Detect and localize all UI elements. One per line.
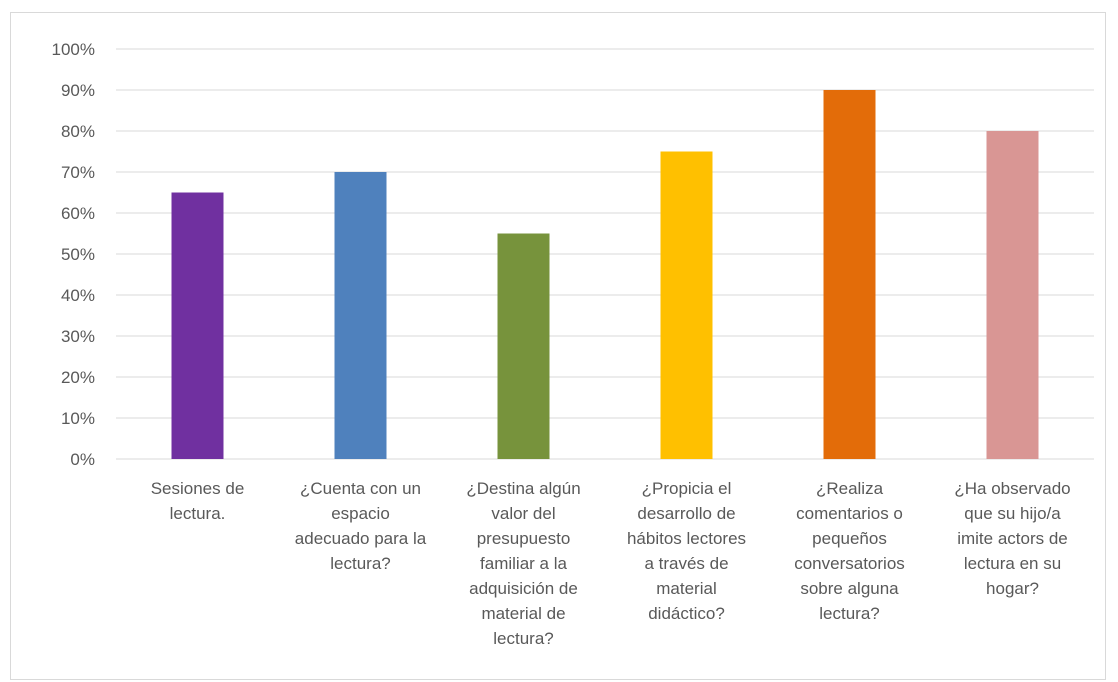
y-tick-label: 30%: [61, 327, 95, 346]
bar: [335, 172, 387, 459]
y-tick-label: 50%: [61, 245, 95, 264]
x-category-label: ¿Propicia el desarrollo de hábitos lectore…: [627, 479, 746, 623]
y-tick-label: 80%: [61, 122, 95, 141]
y-axis-labels: 0% 10% 20% 30% 40% 50% 60% 70% 80% 90% 100%: [52, 40, 95, 469]
y-tick-label: 20%: [61, 368, 95, 387]
bar-chart: 0% 10% 20% 30% 40% 50% 60% 70% 80% 90% 100% Sesion…: [11, 13, 1107, 681]
bar: [498, 234, 550, 460]
y-tick-label: 90%: [61, 81, 95, 100]
x-category-label: ¿Realiza comentarios o pequeños conversator…: [794, 479, 905, 623]
gridlines: [116, 49, 1094, 459]
x-category-label: ¿Cuenta con un espacio adecuado para la lec…: [295, 479, 427, 573]
chart-area: 0% 10% 20% 30% 40% 50% 60% 70% 80% 90% 100% Sesion…: [10, 12, 1106, 680]
y-tick-label: 0%: [70, 450, 95, 469]
x-category-label: ¿Destina algún valor del presupuesto famili…: [466, 479, 580, 648]
bars: [172, 90, 1039, 459]
bar: [824, 90, 876, 459]
y-tick-label: 70%: [61, 163, 95, 182]
bar: [172, 193, 224, 460]
x-category-label: ¿Ha observado que su hijo/a imite actors d…: [954, 479, 1070, 598]
bar: [987, 131, 1039, 459]
x-axis-labels: Sesiones de lectura. ¿Cuenta con un espacio…: [151, 479, 1071, 648]
y-tick-label: 100%: [52, 40, 95, 59]
y-tick-label: 60%: [61, 204, 95, 223]
x-category-label: Sesiones de lectura.: [151, 479, 245, 523]
y-tick-label: 40%: [61, 286, 95, 305]
y-tick-label: 10%: [61, 409, 95, 428]
bar: [661, 152, 713, 460]
